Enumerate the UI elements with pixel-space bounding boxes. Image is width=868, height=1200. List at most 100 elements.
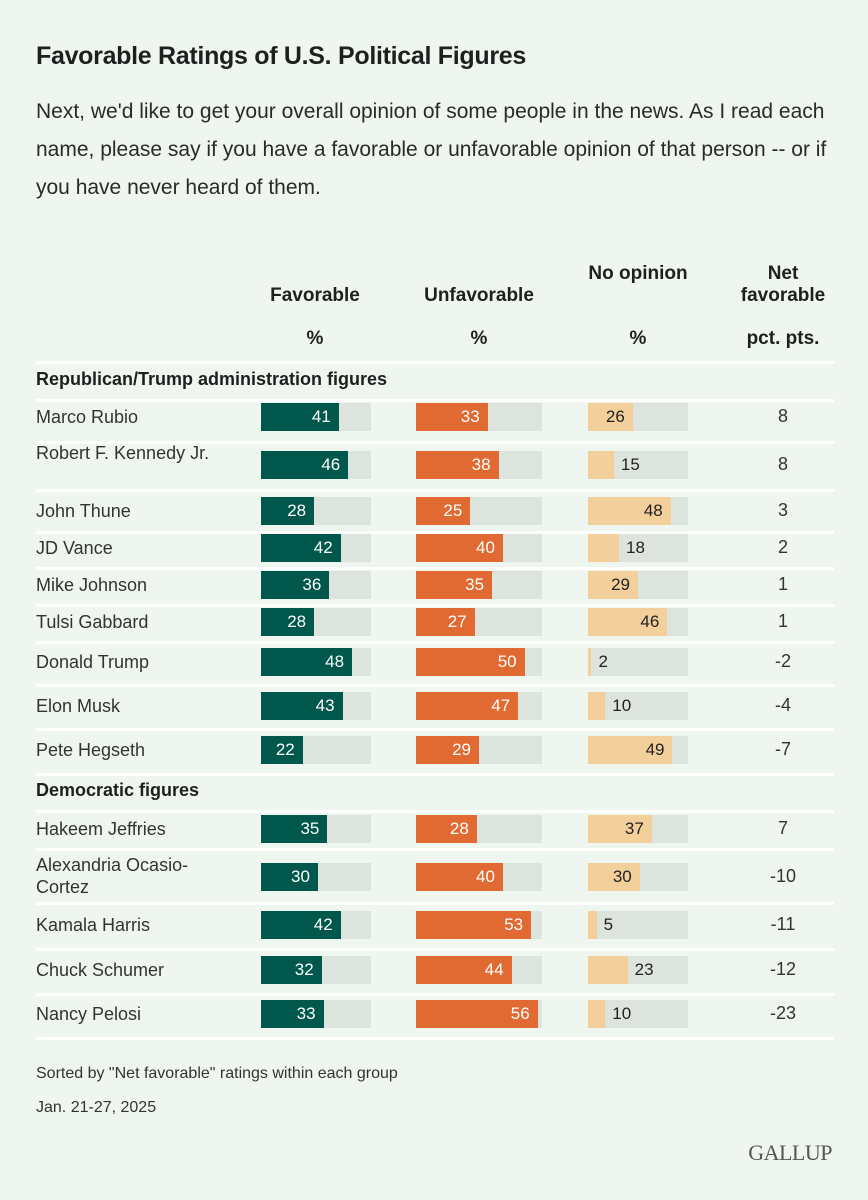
no-opinion-bar xyxy=(588,403,633,431)
unfavorable-value-label: 50 xyxy=(497,652,517,671)
favorable-bar xyxy=(261,403,339,431)
no-opinion-bar-track: 29 xyxy=(588,571,688,599)
favorable-bar xyxy=(261,451,349,479)
favorable-bar-track: 41 xyxy=(261,403,371,431)
no-opinion-bar xyxy=(588,692,606,720)
table-row: Mike Johnson 36 35 29 1 xyxy=(0,571,868,599)
unfavorable-value-label: 47 xyxy=(491,696,511,715)
unfavorable-bar xyxy=(416,692,519,720)
unfavorable-bar xyxy=(416,1000,538,1028)
net-favorable-value: 8 xyxy=(777,454,788,474)
row-name: Robert F. Kennedy Jr. xyxy=(36,443,210,463)
no-opinion-bar xyxy=(588,815,652,843)
favorable-value-label: 42 xyxy=(313,915,333,934)
favorable-bar xyxy=(261,736,303,764)
favorable-bar xyxy=(261,534,341,562)
favorable-bar xyxy=(261,692,343,720)
favorable-bar-track: 42 xyxy=(261,911,371,939)
unfavorable-bar-track: 27 xyxy=(416,608,542,636)
unfavorable-bar-track: 40 xyxy=(416,863,542,891)
no-opinion-value-label: 18 xyxy=(626,538,645,557)
row-name: Mike Johnson xyxy=(36,575,148,595)
favorable-bar-track: 48 xyxy=(261,648,371,676)
row-name: Elon Musk xyxy=(36,696,121,716)
no-opinion-bar-track: 23 xyxy=(588,956,688,984)
row-name: Hakeem Jeffries xyxy=(36,819,166,839)
unfavorable-value-label: 53 xyxy=(504,915,524,934)
unfavorable-bar xyxy=(416,815,477,843)
no-opinion-value-label: 29 xyxy=(611,575,630,594)
table-row: Alexandria Ocasio-Cortez 30 40 30 -10 xyxy=(0,855,868,897)
table-row: Hakeem Jeffries 35 28 37 7 xyxy=(0,815,868,843)
favorable-value-label: 36 xyxy=(302,575,322,594)
favorable-bar xyxy=(261,648,353,676)
net-favorable-value: -7 xyxy=(774,739,791,759)
unfavorable-value-label: 35 xyxy=(465,575,485,594)
no-opinion-value-label: 10 xyxy=(612,1004,632,1023)
row-divider xyxy=(36,728,834,731)
unfavorable-value-label: 44 xyxy=(484,960,504,979)
table-row: JD Vance 42 40 18 2 xyxy=(0,534,868,562)
table-row: Kamala Harris 42 53 5 -11 xyxy=(0,911,868,939)
table-row: Pete Hegseth 22 29 49 -7 xyxy=(0,736,868,764)
table-row: Robert F. Kennedy Jr. 46 38 15 8 xyxy=(0,443,868,479)
unfavorable-bar xyxy=(416,534,503,562)
favorable-bar xyxy=(261,497,315,525)
favorable-bar-track: 43 xyxy=(261,692,371,720)
unfavorable-bar-track: 33 xyxy=(416,403,542,431)
unfavorable-value-label: 40 xyxy=(475,538,495,557)
row-divider xyxy=(36,441,834,444)
col-unit-no-opinion: % xyxy=(629,328,647,349)
favorable-value-label: 32 xyxy=(294,960,314,979)
unfavorable-bar-track: 47 xyxy=(416,692,542,720)
unfavorable-value-label: 56 xyxy=(510,1004,530,1023)
favorable-bar xyxy=(261,911,341,939)
no-opinion-bar-track: 26 xyxy=(588,403,688,431)
no-opinion-value-label: 23 xyxy=(634,960,654,979)
unfavorable-value-label: 25 xyxy=(443,501,463,520)
favorable-bar xyxy=(261,863,318,891)
unfavorable-bar xyxy=(416,571,493,599)
unfavorable-value-label: 28 xyxy=(449,819,469,838)
no-opinion-bar-track: 10 xyxy=(588,692,688,720)
unfavorable-bar-track: 28 xyxy=(416,815,542,843)
unfavorable-bar-track: 40 xyxy=(416,534,542,562)
row-divider xyxy=(36,948,834,951)
col-unit-net: pct. pts. xyxy=(746,328,820,349)
row-divider xyxy=(36,848,834,851)
no-opinion-bar xyxy=(588,1000,606,1028)
no-opinion-value-label: 37 xyxy=(624,819,644,838)
table-row: Chuck Schumer 32 44 23 -12 xyxy=(0,956,868,984)
no-opinion-bar-track: 18 xyxy=(588,534,688,562)
unfavorable-bar xyxy=(416,956,512,984)
unfavorable-bar xyxy=(416,911,532,939)
row-divider xyxy=(36,902,834,905)
no-opinion-value-label: 10 xyxy=(612,696,632,715)
row-divider xyxy=(36,489,834,492)
net-favorable-value: 1 xyxy=(777,574,788,594)
row-divider xyxy=(36,1037,834,1040)
no-opinion-bar xyxy=(588,911,597,939)
favorable-value-label: 30 xyxy=(290,867,310,886)
row-name: Nancy Pelosi xyxy=(36,1004,142,1024)
unfavorable-bar xyxy=(416,451,499,479)
unfavorable-bar xyxy=(416,648,525,676)
favorable-value-label: 35 xyxy=(300,819,320,838)
no-opinion-bar xyxy=(588,863,640,891)
net-favorable-value: -10 xyxy=(769,866,796,886)
unfavorable-bar-track: 35 xyxy=(416,571,542,599)
unfavorable-bar xyxy=(416,608,475,636)
no-opinion-bar xyxy=(588,956,628,984)
unfavorable-bar-track: 56 xyxy=(416,1000,542,1028)
col-header-favorable: Favorable xyxy=(270,285,360,306)
favorable-value-label: 33 xyxy=(296,1004,316,1023)
favorable-bar-track: 42 xyxy=(261,534,371,562)
no-opinion-bar xyxy=(588,608,668,636)
unfavorable-bar-track: 38 xyxy=(416,451,542,479)
no-opinion-bar xyxy=(588,534,620,562)
row-divider xyxy=(36,567,834,570)
favorable-bar-track: 32 xyxy=(261,956,371,984)
favorable-value-label: 48 xyxy=(325,652,345,671)
no-opinion-bar-track: 37 xyxy=(588,815,688,843)
favorable-bar-track: 22 xyxy=(261,736,371,764)
